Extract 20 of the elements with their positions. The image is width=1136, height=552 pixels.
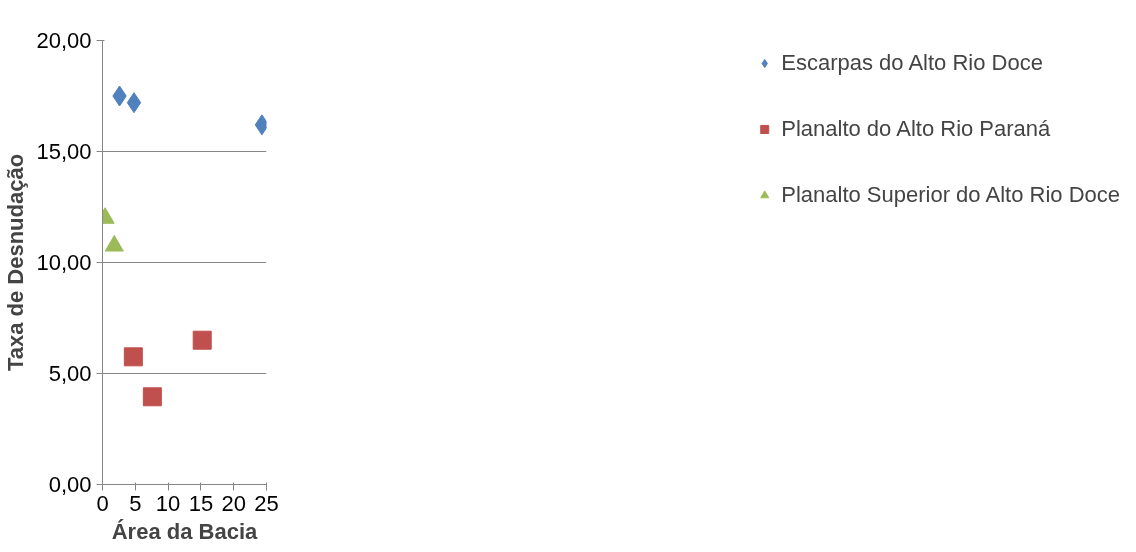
x-tick-label: 15 — [188, 490, 214, 516]
y-tick-label: 0,00 — [48, 472, 92, 497]
x-tick-label: 0 — [96, 490, 109, 516]
x-tick-label: 5 — [129, 490, 142, 516]
y-axis-title: Taxa de Desnudação — [3, 153, 29, 372]
legend-label: Planalto Superior do Alto Rio Doce — [781, 182, 1120, 208]
point — [123, 347, 143, 367]
point — [126, 92, 142, 114]
legend-label: Escarpas do Alto Rio Doce — [781, 50, 1043, 76]
x-tick-label: 20 — [221, 490, 246, 516]
y-tick-label: 10,00 — [36, 250, 92, 275]
y-tick-label: 20,00 — [36, 28, 92, 53]
x-tick-label: 10 — [155, 490, 181, 516]
y-tick-label: 15,00 — [36, 139, 92, 164]
x-tick-label: 25 — [254, 490, 279, 516]
point — [142, 387, 162, 407]
y-tick-label: 5,00 — [48, 361, 92, 386]
point — [192, 330, 212, 350]
legend-label: Planalto do Alto Rio Paraná — [781, 116, 1051, 142]
x-axis-title: Área da Bacia — [111, 518, 259, 544]
